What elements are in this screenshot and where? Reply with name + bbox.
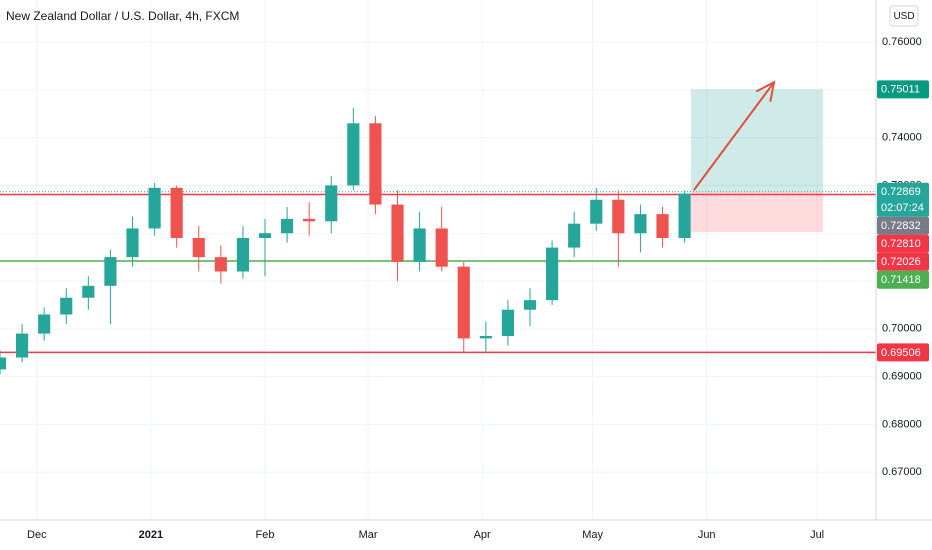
price-label: 0.71418 <box>881 274 921 286</box>
candle-body <box>546 247 559 301</box>
x-tick-label: Jul <box>810 529 824 541</box>
candle-body <box>347 123 360 186</box>
candle-body <box>104 257 117 286</box>
price-label-box <box>877 216 929 235</box>
x-tick-label: Feb <box>256 529 275 541</box>
candle-body <box>38 314 51 334</box>
x-tick-label: Apr <box>474 529 491 541</box>
price-label: 0.72026 <box>881 256 921 268</box>
candle-body <box>236 238 249 272</box>
candle-body <box>501 309 515 336</box>
arrow-line <box>693 81 775 191</box>
candle-body <box>0 357 7 370</box>
candle-body <box>16 333 29 358</box>
candle-body <box>82 285 95 298</box>
stop-zone <box>690 191 823 232</box>
candle-body <box>148 187 161 229</box>
candle-body <box>457 266 470 339</box>
price-label: 0.72832 <box>881 220 921 232</box>
y-tick-label: 0.74000 <box>882 132 922 144</box>
y-tick-label: 0.67000 <box>882 466 922 478</box>
candle-body <box>258 233 272 239</box>
x-tick-label: Jun <box>698 529 716 541</box>
candle-body <box>612 199 625 234</box>
candle-body <box>126 228 139 258</box>
x-tick-label: Dec <box>27 529 47 541</box>
arrow-head <box>755 80 776 103</box>
candle-body <box>435 228 448 267</box>
candle-body <box>479 335 492 339</box>
candle-body <box>214 257 227 272</box>
price-label: 0.72869 <box>881 186 921 198</box>
y-tick-label: 0.70000 <box>882 323 922 335</box>
price-label-box <box>877 343 929 362</box>
candle-body <box>192 238 205 258</box>
candle-body <box>60 297 73 315</box>
x-tick-label: 2021 <box>139 529 163 541</box>
currency-label[interactable]: USD <box>893 11 914 22</box>
price-label: 0.72810 <box>881 238 921 250</box>
chart-title: New Zealand Dollar / U.S. Dollar, 4h, FX… <box>6 9 239 23</box>
candle-body <box>170 187 183 239</box>
y-tick-label: 0.68000 <box>882 418 922 430</box>
candle-body <box>303 218 316 222</box>
y-tick-label: 0.76000 <box>882 36 922 48</box>
candle-body <box>391 204 404 262</box>
currency-button[interactable] <box>889 5 919 27</box>
price-label-box <box>877 80 929 99</box>
x-tick-label: May <box>582 529 603 541</box>
candle-body <box>369 123 382 205</box>
candle-body <box>281 218 294 234</box>
candle-body <box>325 185 338 222</box>
candle-body <box>678 193 691 239</box>
x-tick-label: Mar <box>359 529 378 541</box>
y-tick-label: 0.69000 <box>882 371 922 383</box>
price-label-box <box>877 252 929 271</box>
price-label: 0.69506 <box>881 347 921 359</box>
axes: 0.670000.680000.690000.700000.710000.720… <box>27 36 929 541</box>
candle-body <box>590 199 603 224</box>
price-countdown: 02:07:24 <box>881 202 924 214</box>
candle-body <box>413 228 426 262</box>
plot <box>0 80 876 375</box>
candle-body <box>634 214 647 234</box>
price-label-box <box>877 234 929 253</box>
candle-body <box>656 214 669 239</box>
grid <box>0 0 876 520</box>
candle-body <box>568 223 581 248</box>
price-label: 0.75011 <box>881 84 920 96</box>
price-label-box <box>877 182 929 217</box>
price-label-box <box>877 270 929 289</box>
candle-body <box>523 300 537 310</box>
